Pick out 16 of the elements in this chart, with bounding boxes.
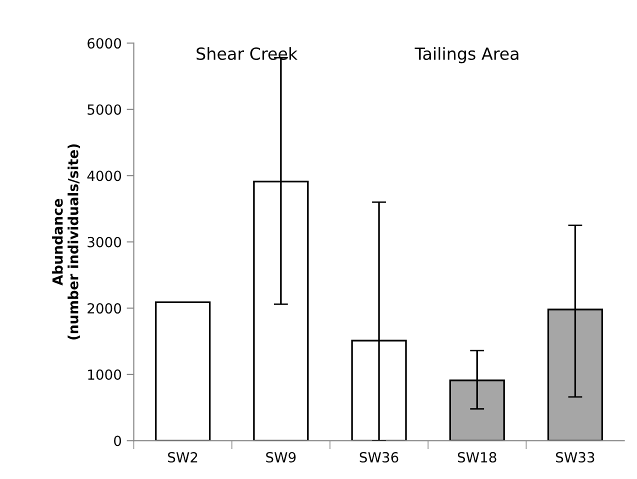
x-tick-label: SW33	[556, 452, 594, 463]
y-tick-label: 6000	[88, 38, 122, 49]
x-tick-label: SW36	[360, 452, 398, 463]
x-tick-label: SW2	[168, 452, 198, 463]
y-tick-label: 3000	[88, 236, 122, 248]
y-tick-label: 4000	[87, 170, 122, 182]
annotation: Tailings Area	[414, 47, 518, 64]
y-axis-title: Abundance (number individuals/site)	[52, 144, 80, 340]
x-tick-label: SW18	[458, 452, 496, 463]
y-tick-label: 1000	[88, 369, 122, 380]
bar	[155, 301, 211, 441]
y-tick-label: 0	[114, 436, 122, 446]
y-tick-label: 2000	[88, 303, 122, 314]
y-tick-label: 5000	[88, 104, 122, 115]
x-tick-label: SW9	[266, 452, 296, 463]
annotation: Shear Creek	[196, 47, 298, 60]
